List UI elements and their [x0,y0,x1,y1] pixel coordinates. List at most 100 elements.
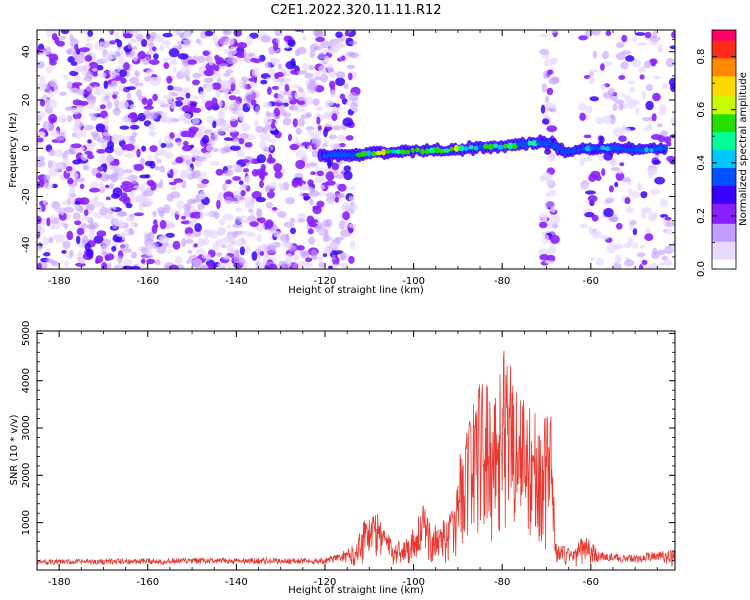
spectrogram-y-ticks: -40 -20 0 20 40 [21,39,675,270]
colorbar-step [712,191,736,194]
noise-speckle [340,262,348,269]
noise-speckle [37,61,45,69]
noise-speckle [284,84,290,93]
noise-speckle [328,134,338,140]
figure-title: C2E1.2022.320.11.11.R12 [270,3,441,18]
noise-speckle [298,117,305,127]
noise-speckle [549,234,560,244]
noise-speckle [548,77,560,85]
noise-speckle [189,211,195,219]
noise-speckle [117,255,123,264]
colorbar-frame [711,29,737,270]
noise-speckle [136,89,142,98]
noise-speckle [83,124,94,131]
noise-speckle [649,212,658,221]
noise-speckle [115,107,120,112]
noise-speckle [266,202,273,209]
noise-speckle [152,210,157,217]
signal-intensity-blob [385,149,392,154]
noise-speckle [118,55,125,65]
colorbar-step [712,147,736,151]
noise-speckle [273,231,282,238]
noise-speckle [319,60,330,66]
noise-speckle [312,30,324,37]
noise-speckle [242,168,250,173]
noise-speckle [244,178,251,183]
noise-speckle [636,42,648,46]
noise-speckle [54,149,63,157]
noise-speckle [322,235,331,242]
noise-speckle [69,87,80,95]
noise-speckle [40,95,46,100]
colorbar-step [712,207,736,210]
noise-speckle [118,100,129,110]
noise-speckle [318,52,326,60]
noise-speckle [146,243,154,251]
signal-intensity-blob [360,150,368,157]
signal-intensity-blob [644,146,649,153]
noise-speckle [277,63,283,70]
signal-intensity-blob [331,151,339,157]
colorbar-step [712,31,736,35]
noise-speckle [668,77,675,87]
noise-speckle [172,66,177,73]
noise-speckle [587,195,598,203]
noise-speckle [309,190,320,198]
noise-speckle [276,211,287,218]
colorbar-step [712,167,736,171]
noise-speckle [618,75,626,80]
signal-intensity-blob [473,145,479,151]
colorbar-step [712,189,736,192]
noise-speckle [183,210,191,217]
noise-speckle [218,218,226,226]
noise-speckle [226,164,232,169]
colorbar-step [712,127,736,131]
noise-speckle [214,54,220,61]
noise-speckle [170,186,178,191]
noise-speckle [203,229,211,239]
noise-speckle [150,132,155,138]
signal-intensity-blob [652,145,661,152]
noise-speckle [192,79,200,86]
noise-speckle [259,140,267,150]
noise-speckle [62,240,71,249]
noise-speckle [133,164,144,171]
noise-speckle [539,48,550,55]
y-tick-label: 0 [21,145,32,151]
noise-speckle [74,220,82,226]
colorbar-step [712,37,736,41]
noise-speckle [112,91,120,96]
noise-speckle [71,82,83,87]
noise-speckle [188,126,199,133]
noise-speckle [64,260,69,268]
noise-speckle [48,89,53,99]
noise-speckle [671,30,675,39]
noise-speckle [181,105,193,113]
signal-intensity-blob [604,146,611,152]
noise-speckle [212,34,219,44]
noise-speckle [241,230,250,235]
noise-speckle [37,111,46,119]
colorbar: 0.0 0.2 0.4 0.6 0.8 Normalized spectral ampl… [696,29,749,277]
noise-speckle [95,123,106,133]
noise-speckle [652,75,662,80]
noise-speckle [218,35,229,46]
noise-speckle [46,99,58,109]
noise-speckle [334,196,339,203]
noise-speckle [246,36,253,46]
signal-intensity-blob [375,150,382,156]
colorbar-step [712,73,736,77]
noise-speckle [183,98,190,106]
colorbar-tick-label: 0.4 [696,155,707,171]
noise-speckle [331,106,342,112]
noise-speckle [239,257,246,266]
noise-speckle [335,77,346,86]
noise-speckle [322,142,328,148]
noise-speckle [307,162,318,167]
noise-speckle [44,83,51,93]
noise-speckle [249,82,258,88]
noise-speckle [282,117,292,126]
noise-speckle [589,96,599,102]
noise-speckle [75,131,82,140]
noise-speckle [245,245,251,254]
